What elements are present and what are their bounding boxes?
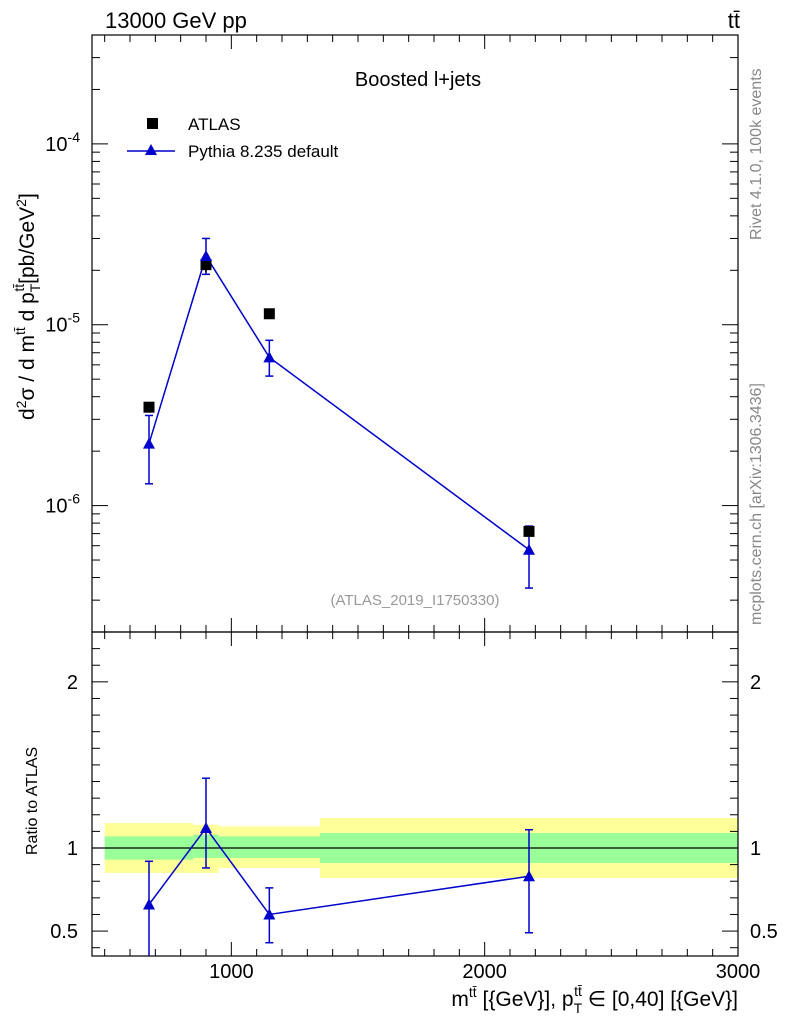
ratio-tick-label-right: 0.5 bbox=[750, 921, 778, 943]
ratio-frame bbox=[91, 631, 739, 957]
legend-pythia-marker bbox=[145, 144, 157, 155]
ratio-tick-label-right: 1 bbox=[750, 838, 761, 860]
legend-pythia-label: Pythia 8.235 default bbox=[188, 142, 339, 161]
pythia-point bbox=[263, 351, 276, 363]
atlas-point bbox=[143, 401, 155, 413]
x-ticks bbox=[104, 35, 739, 956]
pythia-line bbox=[148, 254, 530, 551]
ratio-plot bbox=[92, 777, 738, 956]
x-axis-label: mtt̄ [{GeV}], pTtt̄ ∈ [0,40] [{GeV}] bbox=[451, 983, 738, 1016]
ratio-tick-label-left: 0.5 bbox=[50, 921, 78, 943]
mcplots-label: mcplots.cern.ch [arXiv:1306.3436] bbox=[748, 383, 765, 625]
pythia-ratio-point bbox=[523, 870, 535, 882]
y-axis-label: d2σ / d mtt̄ d pTtt̄[pb/GeV2] bbox=[11, 193, 43, 420]
legend-atlas-label: ATLAS bbox=[188, 115, 241, 134]
ratio-tick-label-left: 1 bbox=[67, 838, 78, 860]
legend: ATLAS Pythia 8.235 default bbox=[127, 115, 339, 161]
ratio-y-ticks bbox=[92, 648, 738, 949]
ratio-y-axis-label: Ratio to ATLAS bbox=[24, 747, 41, 855]
pythia-ratio-point bbox=[263, 908, 276, 920]
x-tick-label: 3000 bbox=[716, 961, 761, 983]
pythia-point bbox=[143, 437, 155, 449]
y-ticks bbox=[92, 34, 738, 633]
y-tick-label: 10-6 bbox=[45, 491, 80, 518]
ratio-tick-label-right: 2 bbox=[750, 672, 761, 694]
chart-title: Boosted l+jets bbox=[355, 69, 481, 91]
pythia-point bbox=[523, 543, 535, 555]
pythia-ratio-point bbox=[143, 898, 155, 910]
atlas-point bbox=[263, 308, 275, 320]
main-plot bbox=[143, 237, 535, 589]
ratio-inner-band bbox=[218, 836, 320, 858]
y-tick-label: 10-5 bbox=[45, 310, 80, 337]
analysis-label: (ATLAS_2019_I1750330) bbox=[330, 592, 499, 609]
process-label: tt̄ bbox=[728, 8, 740, 33]
y-tick-label: 10-4 bbox=[45, 129, 80, 156]
x-tick-label: 2000 bbox=[462, 961, 507, 983]
atlas-point bbox=[200, 259, 212, 271]
rivet-version-label: Rivet 4.1.0, 100k events bbox=[748, 68, 765, 240]
atlas-point bbox=[523, 525, 535, 537]
pythia-point bbox=[200, 249, 212, 261]
energy-label: 13000 GeV pp bbox=[105, 8, 247, 33]
pythia-ratio-line bbox=[148, 826, 530, 916]
legend-atlas-marker bbox=[147, 118, 158, 129]
x-tick-label: 1000 bbox=[209, 961, 254, 983]
ratio-tick-label-left: 2 bbox=[67, 672, 78, 694]
pythia-ratio-point bbox=[200, 822, 212, 834]
